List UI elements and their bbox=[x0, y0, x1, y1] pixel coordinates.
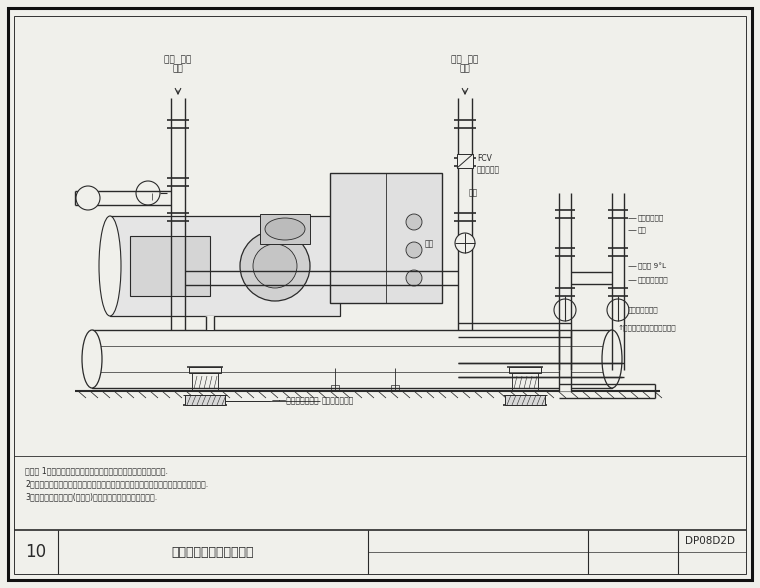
Text: （冰  水）: （冰 水） bbox=[451, 55, 479, 64]
Text: 雙球式防震軟管: 雙球式防震軟管 bbox=[638, 277, 669, 283]
Circle shape bbox=[406, 214, 422, 230]
Bar bbox=[457, 154, 473, 168]
Bar bbox=[130, 236, 210, 296]
Text: 冰水主機水管安裝示意圖: 冰水主機水管安裝示意圖 bbox=[172, 546, 255, 559]
Text: 閖門閥（考克）: 閖門閥（考克） bbox=[628, 307, 659, 313]
Text: 壓力錢附考克: 壓力錢附考克 bbox=[638, 215, 664, 221]
Text: ——離心式冰水機組: ——離心式冰水機組 bbox=[272, 396, 320, 406]
Text: 3、在冰水及冷却水管(共四處)均設置支掘架彈橡皮隔震裝置.: 3、在冰水及冷却水管(共四處)均設置支掘架彈橡皮隔震裝置. bbox=[25, 493, 157, 502]
Circle shape bbox=[554, 299, 576, 321]
Ellipse shape bbox=[602, 330, 622, 388]
Circle shape bbox=[455, 233, 475, 253]
Text: 離心式冰水機組: 離心式冰水機組 bbox=[322, 396, 354, 406]
Text: FCV: FCV bbox=[477, 153, 492, 162]
Text: 滫度計 9°L: 滫度計 9°L bbox=[638, 262, 666, 270]
Circle shape bbox=[406, 270, 422, 286]
Circle shape bbox=[406, 242, 422, 258]
Bar bbox=[92, 330, 612, 388]
Bar bbox=[185, 395, 225, 405]
Bar bbox=[330, 173, 442, 303]
Ellipse shape bbox=[265, 218, 305, 240]
Text: ↑排水至排水溝或地板蔄水磕: ↑排水至排水溝或地板蔄水磕 bbox=[618, 325, 676, 332]
Text: DP08D2D: DP08D2D bbox=[685, 536, 735, 546]
Bar bbox=[512, 373, 538, 391]
Bar bbox=[192, 373, 218, 391]
Text: 進水: 進水 bbox=[173, 64, 183, 73]
Ellipse shape bbox=[99, 216, 121, 316]
Bar bbox=[505, 395, 545, 405]
Bar bbox=[260, 214, 310, 244]
Circle shape bbox=[136, 181, 160, 205]
Bar bbox=[110, 216, 340, 316]
Text: 附註： 1、本圖冰水主機之外型為離心式冰水主機，其外型供參考.: 附註： 1、本圖冰水主機之外型為離心式冰水主機，其外型供參考. bbox=[25, 466, 168, 476]
Text: 蝶閥: 蝶閥 bbox=[425, 239, 434, 249]
Bar bbox=[189, 367, 221, 373]
Bar bbox=[331, 385, 339, 390]
Bar bbox=[391, 385, 399, 390]
Text: 出水: 出水 bbox=[469, 189, 478, 198]
Text: 進水: 進水 bbox=[638, 227, 647, 233]
Circle shape bbox=[76, 186, 100, 210]
Text: （冰  水）: （冰 水） bbox=[164, 55, 192, 64]
Text: （冷卻水）: （冷卻水） bbox=[477, 165, 500, 175]
Circle shape bbox=[253, 244, 297, 288]
Ellipse shape bbox=[82, 330, 102, 388]
Bar bbox=[509, 367, 541, 373]
Circle shape bbox=[240, 231, 310, 301]
Text: 10: 10 bbox=[25, 543, 46, 561]
Text: 出水: 出水 bbox=[460, 64, 470, 73]
Circle shape bbox=[607, 299, 629, 321]
Text: 2、任何型式機山之冰水主機，其主要水管均包含冰水進、出水管及冷却水進、出水管.: 2、任何型式機山之冰水主機，其主要水管均包含冰水進、出水管及冷却水進、出水管. bbox=[25, 479, 208, 489]
